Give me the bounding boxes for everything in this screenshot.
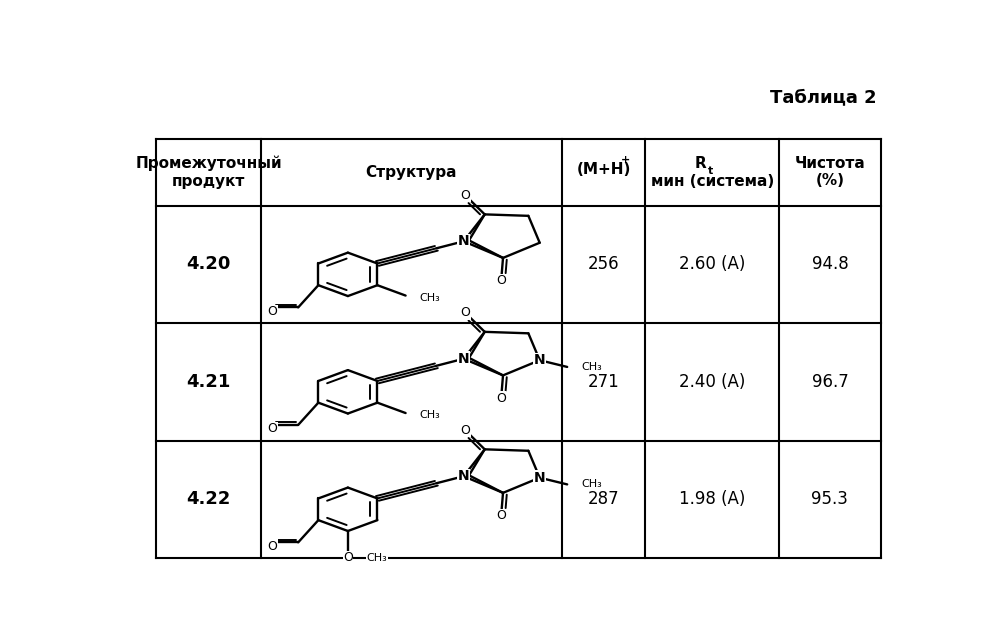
Text: 96.7: 96.7: [812, 373, 848, 391]
Text: +: +: [621, 155, 630, 165]
Text: CH₃: CH₃: [420, 410, 440, 420]
Text: 94.8: 94.8: [812, 256, 848, 274]
Text: N: N: [458, 469, 469, 483]
Text: N: N: [534, 470, 546, 485]
Text: O: O: [268, 540, 278, 553]
Text: 2.60 (A): 2.60 (A): [679, 256, 745, 274]
Text: CH₃: CH₃: [581, 362, 602, 372]
Text: O: O: [460, 424, 470, 437]
Text: 287: 287: [588, 490, 619, 508]
Text: CH₃: CH₃: [366, 553, 387, 563]
Text: Промежуточный
продукт: Промежуточный продукт: [135, 156, 282, 188]
Text: (M+H): (M+H): [576, 162, 631, 177]
Text: CH₃: CH₃: [420, 292, 440, 303]
Text: N: N: [534, 353, 546, 367]
Text: O: O: [268, 305, 278, 318]
Text: 95.3: 95.3: [811, 490, 848, 508]
Text: O: O: [496, 392, 506, 404]
Text: Структура: Структура: [366, 165, 457, 179]
Text: O: O: [496, 274, 506, 287]
Text: O: O: [268, 422, 278, 435]
Text: t: t: [707, 166, 713, 176]
Text: CH₃: CH₃: [581, 479, 602, 489]
Text: 271: 271: [588, 373, 619, 391]
Text: 4.22: 4.22: [186, 490, 231, 508]
Text: 4.21: 4.21: [186, 373, 231, 391]
Text: N: N: [458, 352, 469, 366]
Text: O: O: [460, 189, 470, 202]
Text: Чистота
(%): Чистота (%): [795, 156, 865, 188]
Text: O: O: [496, 509, 506, 522]
Text: O: O: [460, 306, 470, 319]
Text: Таблица 2: Таблица 2: [770, 88, 877, 106]
Text: 256: 256: [588, 256, 619, 274]
Text: 2.40 (A): 2.40 (A): [679, 373, 745, 391]
Text: 4.20: 4.20: [186, 256, 231, 274]
Text: R: R: [694, 156, 706, 171]
Text: 1.98 (A): 1.98 (A): [679, 490, 745, 508]
Text: мин (система): мин (система): [651, 174, 774, 188]
Text: N: N: [458, 235, 469, 248]
Text: O: O: [343, 551, 353, 564]
